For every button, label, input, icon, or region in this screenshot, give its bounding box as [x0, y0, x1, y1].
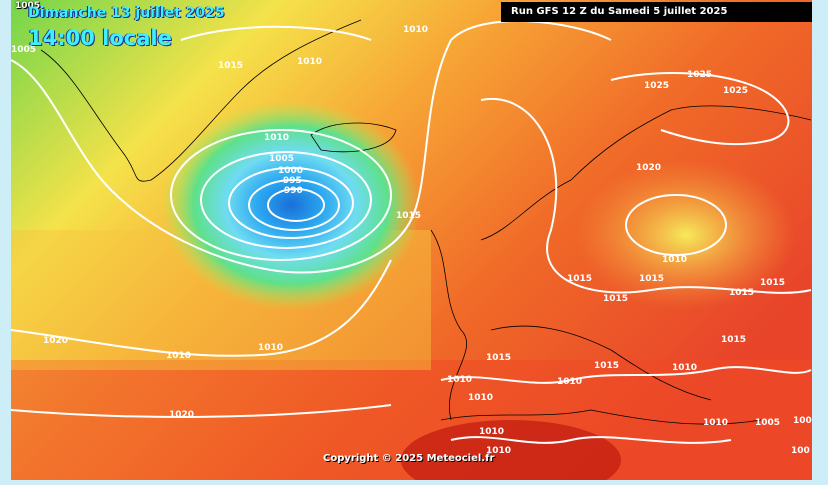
isobar-990 — [267, 188, 325, 222]
isobar-label: 990 — [284, 186, 303, 196]
model-run-banner: Run GFS 12 Z du Samedi 5 juillet 2025 — [501, 2, 812, 22]
isobar-label: 1010 — [264, 133, 289, 143]
isobar-label: 1020 — [43, 336, 68, 346]
isobar-1020-south — [11, 404, 392, 418]
landmasses — [40, 19, 812, 425]
isobar-label: 1010 — [703, 418, 728, 428]
isobar-label: 1010 — [486, 446, 511, 456]
isobar-label: 1010 — [166, 351, 191, 361]
isobar-label: 1000 — [278, 166, 303, 176]
isobar-label: 1010 — [258, 343, 283, 353]
mediterranean-coast — [440, 409, 762, 425]
isobar-label: 1020 — [636, 163, 661, 173]
forecast-time: 14:00 locale — [28, 26, 172, 50]
isobar-label: 1010 — [662, 255, 687, 265]
greenland-coast — [40, 19, 362, 182]
isobar-label: 1015 — [760, 278, 785, 288]
isobar-1010-north — [180, 25, 372, 41]
isobar-label: 1010 — [468, 393, 493, 403]
isobar-1015-central — [625, 194, 727, 256]
isobar-label: 100 — [791, 446, 810, 456]
isobar-1015-west — [11, 20, 612, 274]
isobar-label: 1010 — [479, 427, 504, 437]
weather-map: 1005 1005 1010 1015 1010 1010 1005 1000 … — [11, 0, 812, 480]
isobars — [11, 20, 812, 444]
isobar-label: 1015 — [218, 61, 243, 71]
isobar-1010-med — [440, 366, 812, 384]
isobar-label: 1010 — [557, 377, 582, 387]
isobar-label: 1005 — [755, 418, 780, 428]
isobar-label: 1010 — [297, 57, 322, 67]
isobar-1010-africa — [450, 436, 732, 444]
iceland-coast — [310, 122, 397, 153]
isobar-label: 1005 — [269, 154, 294, 164]
isobar-label: 1015 — [567, 274, 592, 284]
isobar-label: 1025 — [644, 81, 669, 91]
isobar-1015-europe — [480, 97, 812, 294]
isobar-label: 100 — [793, 416, 812, 426]
europe-coast — [430, 105, 812, 421]
isobar-label: 1015 — [639, 274, 664, 284]
isobar-label: 995 — [283, 176, 302, 186]
isobar-label: 1010 — [672, 363, 697, 373]
isobar-label: 1020 — [169, 410, 194, 420]
isobar-label: 1005 — [15, 1, 40, 11]
isobar-1010 — [170, 129, 392, 261]
high-pressure-area — [576, 160, 796, 310]
isobar-label: 1015 — [729, 288, 754, 298]
isobar-label: 1015 — [721, 335, 746, 345]
isobar-label: 1025 — [687, 70, 712, 80]
copyright-notice: Copyright © 2025 Meteociel.fr — [323, 453, 495, 464]
isobar-label: 1005 — [11, 45, 36, 55]
isobar-label: 1015 — [396, 211, 421, 221]
isobar-1025-north — [610, 72, 790, 146]
isobar-label: 1025 — [723, 86, 748, 96]
isobar-995 — [248, 179, 340, 231]
hot-core — [401, 420, 621, 480]
isobar-label: 1015 — [594, 361, 619, 371]
low-pressure-area — [161, 100, 421, 310]
isobar-label: 1015 — [486, 353, 511, 363]
isobar-labels: 1005 1005 1010 1015 1010 1010 1005 1000 … — [11, 1, 812, 456]
isobar-1005 — [200, 151, 372, 249]
isobar-1000 — [228, 167, 354, 239]
isobar-label: 1010 — [447, 375, 472, 385]
isobar-1020-west — [11, 259, 392, 357]
forecast-date: Dimanche 13 juillet 2025 — [28, 5, 225, 21]
isobar-label: 1015 — [603, 294, 628, 304]
isobar-label: 1010 — [403, 25, 428, 35]
